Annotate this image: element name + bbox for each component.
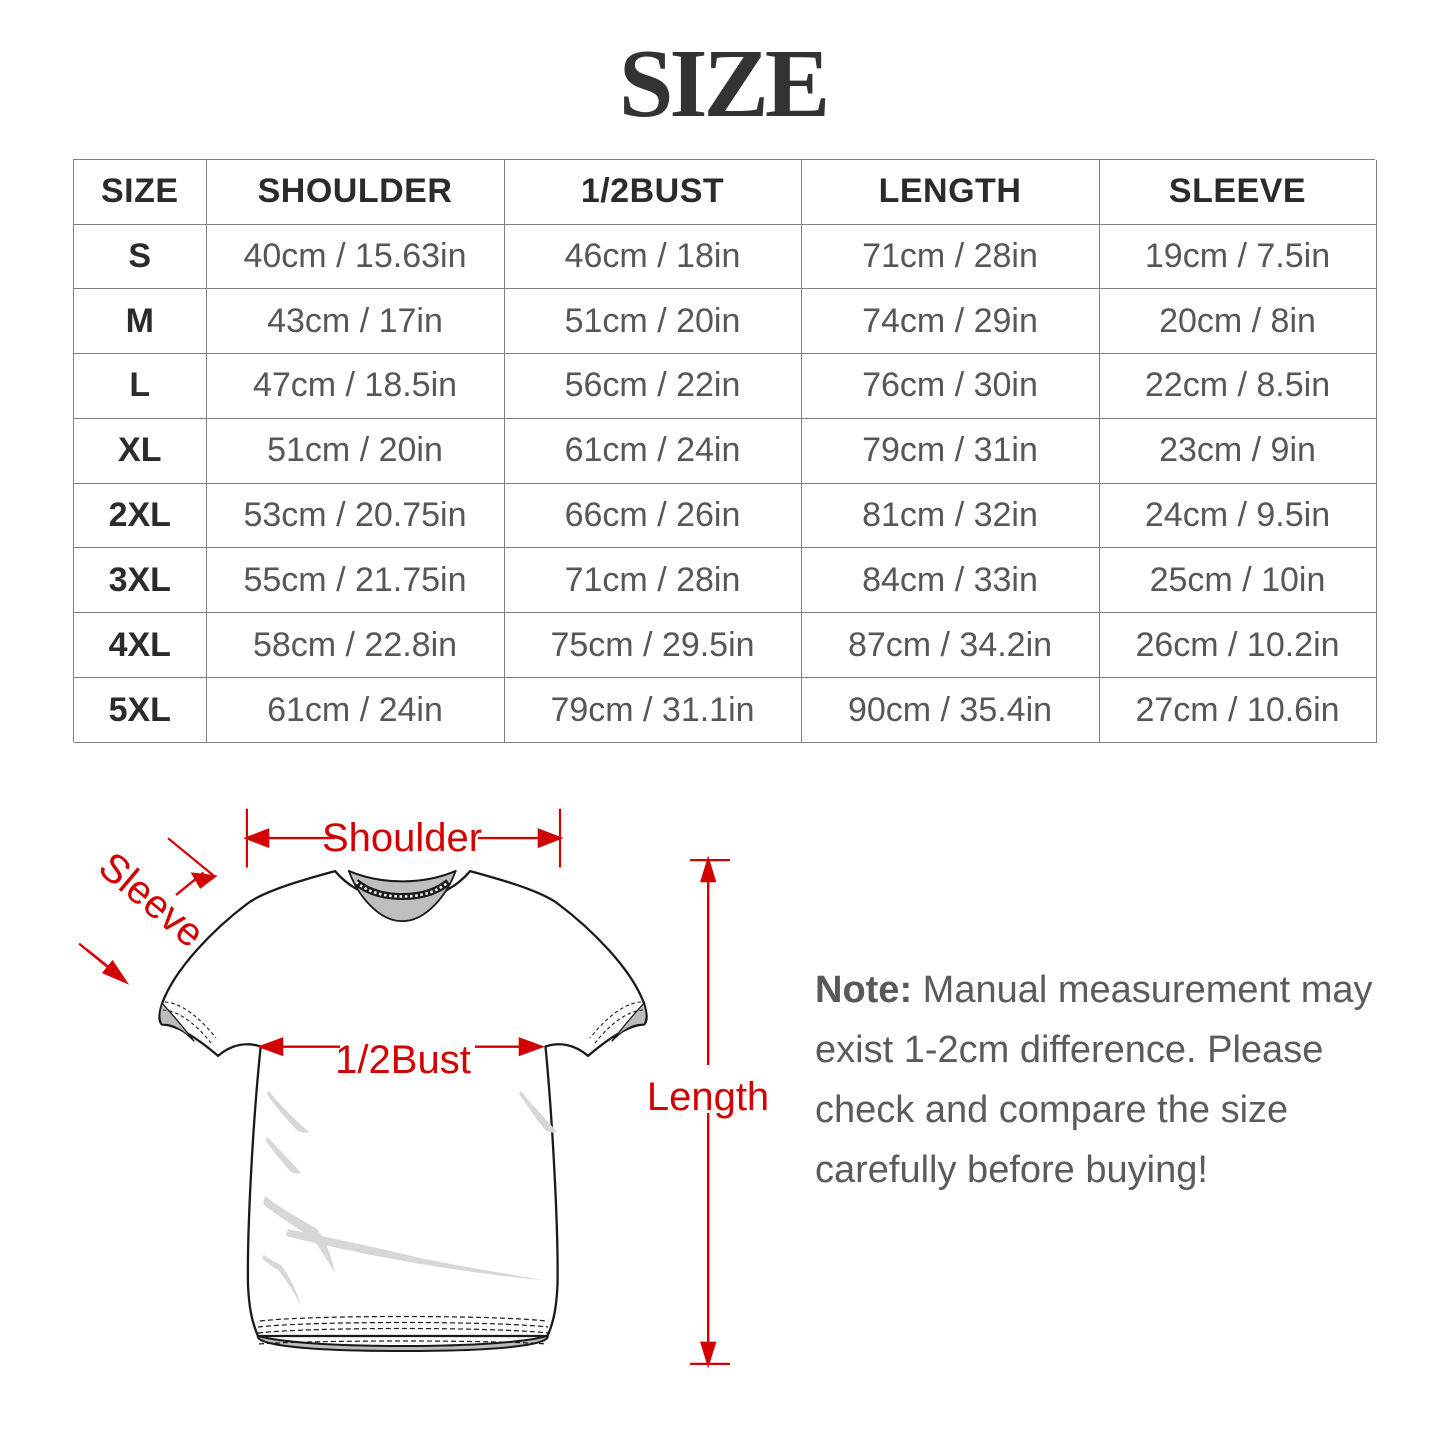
svg-text:1/2Bust: 1/2Bust bbox=[335, 1038, 471, 1082]
svg-text:Length: Length bbox=[647, 1075, 769, 1119]
svg-text:Shoulder: Shoulder bbox=[322, 816, 482, 860]
